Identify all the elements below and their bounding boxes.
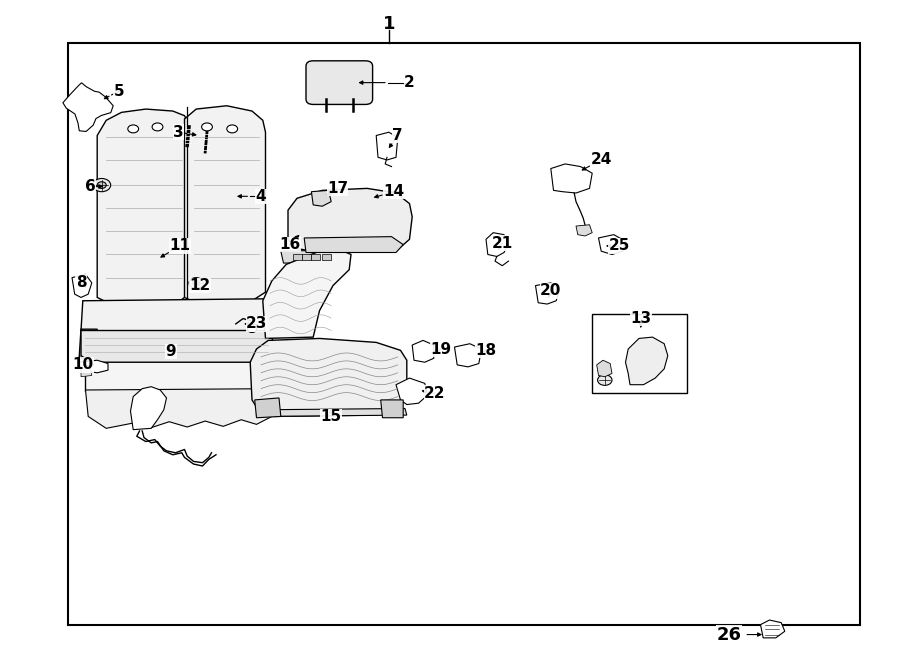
Polygon shape xyxy=(79,329,97,360)
Text: 6: 6 xyxy=(85,179,95,194)
Polygon shape xyxy=(63,83,113,132)
Text: 4: 4 xyxy=(256,189,266,204)
Text: 17: 17 xyxy=(327,181,348,196)
Polygon shape xyxy=(86,389,274,428)
Polygon shape xyxy=(250,338,407,416)
Polygon shape xyxy=(381,400,403,418)
Text: 14: 14 xyxy=(383,184,405,199)
Polygon shape xyxy=(81,330,274,365)
Polygon shape xyxy=(97,109,189,303)
Polygon shape xyxy=(454,344,482,367)
Bar xyxy=(592,314,687,393)
Text: 16: 16 xyxy=(279,237,301,252)
Polygon shape xyxy=(597,360,612,377)
Circle shape xyxy=(202,123,212,131)
Text: 25: 25 xyxy=(608,239,630,253)
Polygon shape xyxy=(304,237,403,253)
Text: 11: 11 xyxy=(169,239,191,253)
Polygon shape xyxy=(310,254,320,260)
Polygon shape xyxy=(760,620,785,638)
Text: 2: 2 xyxy=(404,75,415,90)
FancyBboxPatch shape xyxy=(306,61,373,104)
Circle shape xyxy=(128,125,139,133)
Text: 9: 9 xyxy=(166,344,176,359)
Circle shape xyxy=(227,125,238,133)
Polygon shape xyxy=(79,360,108,373)
Polygon shape xyxy=(288,188,412,253)
Polygon shape xyxy=(81,299,274,344)
Text: 5: 5 xyxy=(113,84,124,98)
Polygon shape xyxy=(598,235,625,254)
Circle shape xyxy=(152,123,163,131)
Text: 24: 24 xyxy=(590,153,612,167)
Polygon shape xyxy=(255,398,281,418)
Polygon shape xyxy=(311,190,331,206)
Text: 7: 7 xyxy=(392,128,403,143)
Polygon shape xyxy=(292,254,302,260)
Polygon shape xyxy=(412,340,434,362)
Text: 26: 26 xyxy=(716,625,742,644)
Polygon shape xyxy=(263,250,351,338)
Polygon shape xyxy=(130,387,166,430)
Polygon shape xyxy=(302,254,310,260)
Text: 13: 13 xyxy=(630,311,652,326)
Text: 10: 10 xyxy=(72,358,94,372)
Text: 12: 12 xyxy=(189,278,211,293)
Circle shape xyxy=(248,326,256,332)
Text: 19: 19 xyxy=(430,342,452,356)
Polygon shape xyxy=(281,250,346,263)
Text: 23: 23 xyxy=(246,317,267,331)
Polygon shape xyxy=(256,408,407,416)
Text: 22: 22 xyxy=(424,386,446,401)
Polygon shape xyxy=(72,274,92,297)
Circle shape xyxy=(93,178,111,192)
Polygon shape xyxy=(626,337,668,385)
Text: 8: 8 xyxy=(76,275,86,290)
Circle shape xyxy=(598,375,612,385)
Circle shape xyxy=(97,182,106,188)
Text: 21: 21 xyxy=(491,236,513,251)
Polygon shape xyxy=(184,106,266,303)
Polygon shape xyxy=(536,283,560,304)
Polygon shape xyxy=(86,362,274,399)
Polygon shape xyxy=(551,164,592,193)
Text: 1: 1 xyxy=(382,15,395,34)
Text: 15: 15 xyxy=(320,409,342,424)
Text: 18: 18 xyxy=(475,343,497,358)
Polygon shape xyxy=(396,378,428,405)
Text: 3: 3 xyxy=(173,125,184,139)
Polygon shape xyxy=(322,254,331,260)
Circle shape xyxy=(189,278,203,288)
Polygon shape xyxy=(81,368,92,377)
Text: 20: 20 xyxy=(540,284,562,298)
Polygon shape xyxy=(576,225,592,236)
Circle shape xyxy=(193,280,200,286)
Polygon shape xyxy=(376,132,398,160)
Polygon shape xyxy=(486,233,508,256)
Bar xyxy=(68,43,860,625)
